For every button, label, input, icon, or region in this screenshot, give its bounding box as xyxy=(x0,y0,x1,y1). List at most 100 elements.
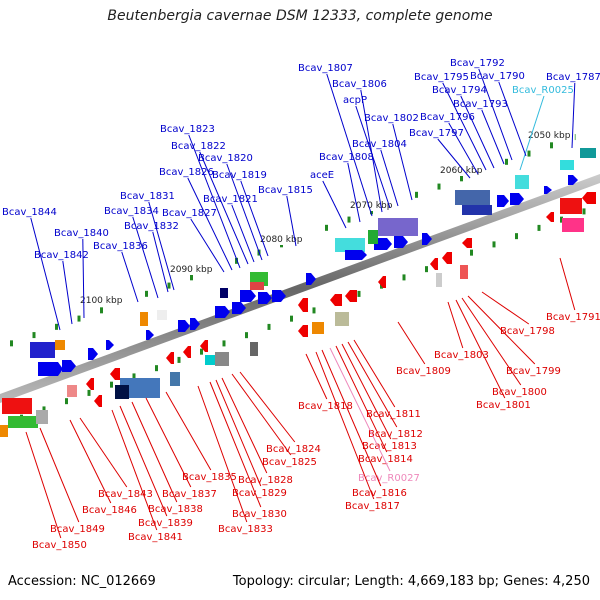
gene-label[interactable]: Bcav_1793 xyxy=(453,99,508,110)
gene-label[interactable]: Bcav_1811 xyxy=(366,409,421,420)
gene-label[interactable]: Bcav_1808 xyxy=(319,152,374,163)
gene-label[interactable]: Bcav_1833 xyxy=(218,524,273,535)
gene-label[interactable]: Bcav_1837 xyxy=(162,489,217,500)
gene-block xyxy=(250,282,264,290)
gene-label[interactable]: Bcav_1828 xyxy=(238,475,293,486)
tick-mark xyxy=(460,175,463,182)
gene-label[interactable]: Bcav_1800 xyxy=(492,387,547,398)
gene-block xyxy=(30,342,55,358)
gene-label[interactable]: Bcav_1844 xyxy=(2,207,57,218)
gene-leader-line xyxy=(152,231,169,293)
scale-label-bg xyxy=(526,129,575,141)
tick-mark xyxy=(245,332,248,339)
gene-label[interactable]: Bcav_1834 xyxy=(104,206,159,217)
gene-leader-line xyxy=(392,123,413,201)
gene-leader-line xyxy=(460,95,495,169)
tick-marks xyxy=(10,134,586,421)
gene-label[interactable]: Bcav_1809 xyxy=(396,366,451,377)
gene-arrow xyxy=(330,294,342,306)
gene-label[interactable]: Bcav_1850 xyxy=(32,540,87,551)
gene-label[interactable]: Bcav_1825 xyxy=(262,457,317,468)
gene-label[interactable]: acpP xyxy=(343,95,367,106)
gene-label[interactable]: Bcav_1827 xyxy=(162,208,217,219)
gene-leader-line xyxy=(148,201,175,291)
gene-label[interactable]: Bcav_1831 xyxy=(120,191,175,202)
gene-label[interactable]: Bcav_1824 xyxy=(266,444,321,455)
gene-label[interactable]: Bcav_1792 xyxy=(450,58,505,69)
gene-label[interactable]: Bcav_1819 xyxy=(212,170,267,181)
gene-arrow xyxy=(183,346,191,358)
gene-label[interactable]: Bcav_1807 xyxy=(298,63,353,74)
gene-label[interactable]: Bcav_1843 xyxy=(98,489,153,500)
gene-label[interactable]: Bcav_1829 xyxy=(232,488,287,499)
gene-label[interactable]: Bcav_1846 xyxy=(82,505,137,516)
gene-leader-line xyxy=(442,82,487,171)
gene-block xyxy=(312,322,324,334)
gene-label[interactable]: Bcav_1826 xyxy=(159,167,214,178)
gene-leader-line xyxy=(481,109,505,165)
gene-label[interactable]: Bcav_1790 xyxy=(470,71,525,82)
gene-label[interactable]: Bcav_1832 xyxy=(124,221,179,232)
gene-arrow xyxy=(442,252,452,264)
gene-label[interactable]: Bcav_1836 xyxy=(93,241,148,252)
gene-label[interactable]: Bcav_1791 xyxy=(546,312,600,323)
gene-label[interactable]: Bcav_1842 xyxy=(34,250,89,261)
gene-leader-line xyxy=(111,409,158,531)
gene-label[interactable]: Bcav_R0025 xyxy=(512,85,574,96)
gene-label[interactable]: Bcav_1820 xyxy=(198,153,253,164)
gene-arrow xyxy=(568,175,578,185)
genome-backbone xyxy=(0,174,600,403)
gene-leader-line xyxy=(397,321,426,365)
gene-leader-line xyxy=(461,297,522,386)
gene-arrow xyxy=(215,306,230,318)
gene-label[interactable]: aceE xyxy=(310,170,334,181)
gene-leader-line xyxy=(447,301,464,349)
gene-label[interactable]: Bcav_1840 xyxy=(54,228,109,239)
gene-label[interactable]: Bcav_1835 xyxy=(182,472,237,483)
gene-label[interactable]: Bcav_1839 xyxy=(138,518,193,529)
gene-label[interactable]: Bcav_1804 xyxy=(352,139,407,150)
gene-arrow xyxy=(430,258,438,270)
scale-label: 2100 kbp xyxy=(80,296,123,306)
gene-label[interactable]: Bcav_1841 xyxy=(128,532,183,543)
gene-arrow xyxy=(298,298,308,312)
gene-label[interactable]: Bcav_1816 xyxy=(352,488,407,499)
gene-block xyxy=(455,190,490,205)
gene-label[interactable]: Bcav_1806 xyxy=(332,79,387,90)
gene-features xyxy=(0,148,596,437)
gene-arrow xyxy=(86,378,94,390)
gene-label[interactable]: Bcav_1830 xyxy=(232,509,287,520)
gene-label[interactable]: Bcav_1823 xyxy=(160,124,215,135)
gene-arrow xyxy=(544,186,552,194)
gene-label[interactable]: Bcav_1787 xyxy=(546,72,600,83)
gene-label[interactable]: Bcav_1797 xyxy=(409,128,464,139)
gene-label[interactable]: Bcav_1798 xyxy=(500,326,555,337)
gene-label[interactable]: Bcav_1794 xyxy=(432,85,487,96)
gene-label[interactable]: Bcav_1802 xyxy=(364,113,419,124)
tick-mark xyxy=(42,406,46,413)
gene-label[interactable]: Bcav_1821 xyxy=(203,194,258,205)
gene-arrow xyxy=(38,362,63,376)
gene-label[interactable]: Bcav_1814 xyxy=(358,454,413,465)
gene-label[interactable]: Bcav_1813 xyxy=(362,441,417,452)
gene-leader-line xyxy=(190,218,225,273)
gene-label[interactable]: Bcav_1795 xyxy=(414,72,469,83)
gene-label[interactable]: Bcav_1822 xyxy=(171,141,226,152)
tick-mark xyxy=(167,282,171,289)
gene-label[interactable]: Bcav_1849 xyxy=(50,524,105,535)
gene-leader-line xyxy=(240,180,269,257)
gene-label[interactable]: Bcav_1815 xyxy=(258,185,313,196)
gene-label[interactable]: Bcav_1801 xyxy=(476,400,531,411)
scale-label-bg xyxy=(438,164,487,176)
gene-label[interactable]: Bcav_1803 xyxy=(434,350,489,361)
gene-label[interactable]: Bcav_1812 xyxy=(368,429,423,440)
gene-label[interactable]: Bcav_1838 xyxy=(148,504,203,515)
gene-label[interactable]: Bcav_1799 xyxy=(506,366,561,377)
gene-label[interactable]: Bcav_R0027 xyxy=(358,473,420,484)
gene-label[interactable]: Bcav_1818 xyxy=(298,401,353,412)
gene-label[interactable]: Bcav_1817 xyxy=(345,501,400,512)
gene-label[interactable]: Bcav_1796 xyxy=(420,112,475,123)
gene-block xyxy=(215,352,229,366)
tick-mark xyxy=(560,216,563,223)
tick-mark xyxy=(110,381,113,388)
